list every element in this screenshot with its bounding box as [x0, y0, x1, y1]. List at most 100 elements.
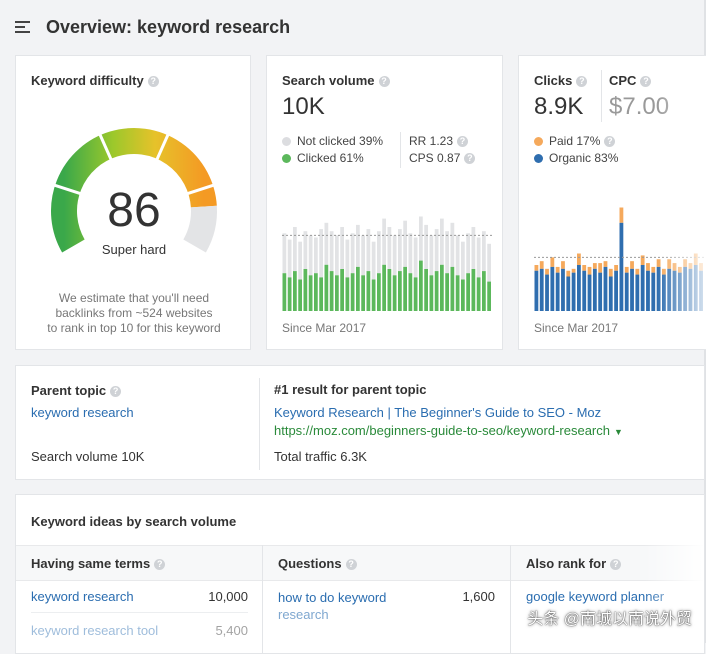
clicked-bar — [466, 273, 470, 311]
clicked-bar — [329, 271, 334, 311]
ideas-title: Keyword ideas by search volume — [31, 514, 237, 529]
organic-bar — [577, 265, 581, 311]
organic-bar — [635, 274, 640, 311]
paid-text: Paid 17% — [549, 134, 601, 148]
not-clicked-bar — [487, 243, 491, 282]
kd-gauge — [51, 128, 217, 253]
help-icon[interactable]: ? — [576, 76, 588, 87]
not-clicked-bar — [392, 235, 397, 276]
clicked-bar — [424, 269, 428, 311]
not-clicked-text: Not clicked 39% — [297, 134, 384, 148]
clicks-since: Since Mar 2017 — [534, 321, 619, 335]
col-header-questions: Questions — [278, 556, 342, 571]
parent-search-volume: Search volume 10K — [31, 449, 145, 464]
not-clicked-bar — [440, 218, 444, 265]
paid-bar — [603, 261, 608, 267]
clicked-bar — [413, 277, 418, 311]
top-result-title[interactable]: Keyword Research | The Beginner's Guide … — [274, 405, 602, 420]
clicked-bar — [487, 281, 491, 311]
kd-note-line: backlinks from ~524 websites — [55, 306, 213, 320]
page-title: Overview: keyword research — [46, 17, 291, 37]
idea-question-line: how to do keyword — [278, 590, 387, 605]
organic-bar — [592, 268, 597, 311]
not-clicked-bar — [466, 233, 470, 274]
organic-bar — [624, 272, 629, 311]
not-clicked-bar — [356, 224, 360, 267]
organic-bar — [646, 270, 650, 311]
menu-icon[interactable] — [15, 21, 30, 33]
paid-bar — [635, 268, 640, 275]
idea-keyword[interactable]: keyword research tool — [31, 623, 159, 638]
not-clicked-bar — [377, 231, 381, 274]
not-clicked-bar — [366, 229, 371, 272]
clicked-bar — [345, 277, 350, 311]
clicked-bar — [403, 266, 407, 311]
not-clicked-legend: Not clicked 39% — [282, 133, 383, 150]
legend-dot — [534, 137, 543, 146]
clicked-bar — [382, 264, 386, 311]
fade-overlay — [657, 56, 706, 349]
clicked-bar — [308, 275, 313, 311]
paid-bar — [624, 266, 629, 273]
clicked-bar — [398, 271, 402, 311]
not-clicked-bar — [471, 227, 476, 269]
clicked-bar — [298, 279, 302, 311]
paid-bar — [555, 266, 560, 273]
clicked-bar — [471, 269, 476, 311]
not-clicked-bar — [461, 241, 465, 280]
clicked-bar — [476, 277, 481, 311]
not-clicked-bar — [403, 220, 407, 267]
search-volume-card: Search volume? 10K Not clicked 39% Click… — [266, 55, 503, 350]
clicked-bar — [356, 266, 360, 311]
parent-topic-link[interactable]: keyword research — [31, 405, 134, 420]
not-clicked-bar — [329, 231, 334, 272]
organic-bar — [571, 272, 576, 311]
organic-bar — [598, 272, 603, 311]
not-clicked-bar — [287, 239, 292, 278]
chevron-down-icon[interactable]: ▼ — [613, 427, 623, 437]
help-icon[interactable]: ? — [147, 76, 159, 87]
help-icon[interactable]: ? — [110, 386, 122, 397]
clicked-bar — [340, 269, 344, 311]
clicked-bar — [303, 269, 308, 311]
keyword-difficulty-card: Keyword difficulty? 86 Super hard We est… — [15, 55, 251, 350]
paid-bar — [646, 263, 650, 271]
organic-bar — [534, 270, 539, 311]
organic-bar — [630, 268, 634, 311]
not-clicked-bar — [303, 231, 308, 269]
not-clicked-bar — [419, 216, 423, 261]
paid-bar — [630, 261, 634, 269]
help-icon[interactable]: ? — [457, 136, 469, 147]
paid-bar — [598, 263, 603, 273]
not-clicked-bar — [482, 231, 486, 272]
kd-score: 86 — [107, 184, 161, 237]
not-clicked-bar — [424, 224, 428, 269]
clicked-bar — [440, 264, 444, 311]
help-icon[interactable]: ? — [378, 76, 390, 87]
not-clicked-bar — [314, 237, 318, 274]
top-result-label: #1 result for parent topic — [274, 382, 427, 397]
paid-bar — [592, 263, 597, 269]
col-header-same-terms: Having same terms — [31, 556, 151, 571]
top-result-url[interactable]: https://moz.com/beginners-guide-to-seo/k… — [274, 423, 610, 438]
clicked-bar — [461, 279, 465, 311]
idea-keyword[interactable]: keyword research — [31, 589, 134, 604]
organic-bar — [651, 272, 656, 311]
help-icon[interactable]: ? — [154, 559, 166, 570]
watermark: 头条 @南城以南说外贸 — [527, 611, 692, 628]
legend-dot — [282, 137, 291, 146]
volume-since: Since Mar 2017 — [282, 321, 367, 335]
idea-also-rank[interactable]: google keyword planner — [526, 589, 665, 604]
clicked-bar — [324, 264, 329, 311]
help-icon[interactable]: ? — [464, 153, 476, 164]
not-clicked-bar — [429, 235, 434, 276]
help-icon[interactable]: ? — [604, 136, 616, 147]
kd-note-line: to rank in top 10 for this keyword — [47, 321, 221, 335]
clicked-bar — [392, 275, 397, 311]
help-icon[interactable]: ? — [640, 76, 652, 87]
paid-bar — [619, 207, 624, 223]
legend-dot — [282, 154, 291, 163]
help-icon[interactable]: ? — [610, 559, 622, 570]
help-icon[interactable]: ? — [345, 559, 357, 570]
idea-question[interactable]: how to do keyword research — [278, 589, 386, 623]
